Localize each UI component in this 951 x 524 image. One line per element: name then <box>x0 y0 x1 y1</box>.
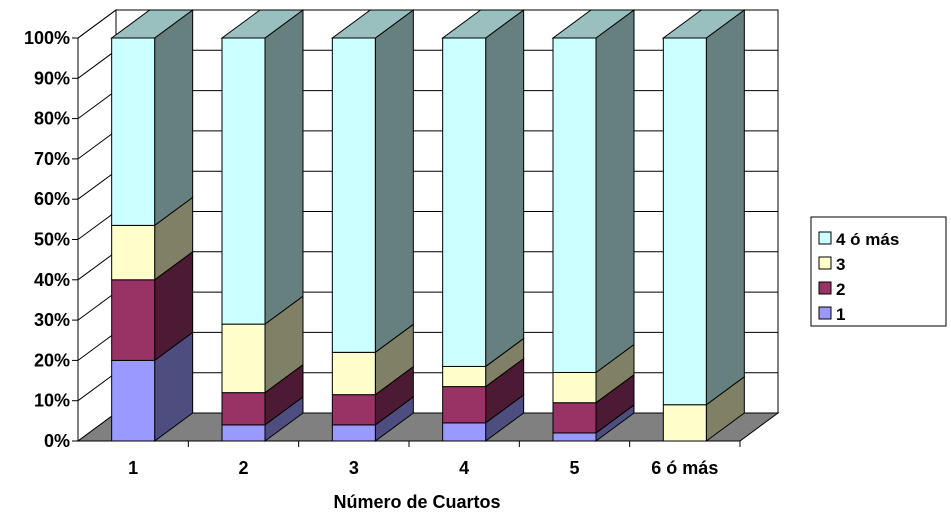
bar-segment-3 <box>552 371 597 404</box>
bar-segment-4-ó-más <box>442 37 487 367</box>
legend-label: 2 <box>836 280 845 299</box>
x-axis-title: Número de Cuartos <box>333 492 500 512</box>
bar-top <box>551 9 636 39</box>
bar-side-4-ó-más <box>374 9 414 354</box>
bar-segment-1 <box>552 432 597 442</box>
legend-swatch <box>818 256 832 270</box>
legend-swatch <box>818 281 832 295</box>
bar-segment-2 <box>442 386 487 424</box>
bar-top <box>441 9 526 39</box>
y-tick-label: 40% <box>34 270 70 290</box>
bar-side-4-ó-más <box>705 9 745 406</box>
bar-segment-1 <box>442 422 487 442</box>
bar-top <box>661 9 746 39</box>
bar-segment-4-ó-más <box>221 37 266 325</box>
bar-top <box>110 9 195 39</box>
bar-segment-3 <box>111 224 156 281</box>
y-tick-label: 20% <box>34 350 70 370</box>
bar-segment-4-ó-más <box>111 37 156 226</box>
y-tick-label: 50% <box>34 230 70 250</box>
legend: 4 ó más 3 2 1 <box>810 216 947 327</box>
x-tick-label: 2 <box>238 458 248 478</box>
y-tick-label: 100% <box>24 28 70 48</box>
y-tick-label: 90% <box>34 68 70 88</box>
y-tick-label: 0% <box>44 431 70 451</box>
y-tick-label: 10% <box>34 391 70 411</box>
x-tick-label: 5 <box>569 458 579 478</box>
y-tick-label: 60% <box>34 189 70 209</box>
x-axis-ticks: 1 2 3 4 5 6 ó más <box>78 440 741 478</box>
bars <box>110 9 746 442</box>
legend-label: 4 ó más <box>836 230 899 249</box>
bar-segment-3 <box>221 323 266 394</box>
bar-segment-4-ó-más <box>331 37 376 353</box>
bar-side-4-ó-más <box>264 9 304 326</box>
legend-box <box>810 216 947 327</box>
legend-label: 1 <box>836 305 845 324</box>
bar-segment-4-ó-más <box>552 37 597 373</box>
bar-top <box>220 9 305 39</box>
bar-top <box>330 9 415 39</box>
gridline <box>77 9 778 39</box>
y-axis-ticks: 0% 10% 20% 30% 40% 50% 60% 70% 80% 90% 100% <box>24 28 79 451</box>
bar-segment-4-ó-más <box>662 37 707 406</box>
bar-segment-1 <box>221 424 266 442</box>
bar-side-4-ó-más <box>595 9 635 374</box>
bar-segment-1 <box>111 359 156 442</box>
y-tick-label: 80% <box>34 109 70 129</box>
legend-swatch <box>818 306 832 320</box>
x-tick-label: 4 <box>459 458 469 478</box>
bar-segment-2 <box>552 402 597 434</box>
y-tick-label: 70% <box>34 149 70 169</box>
bar-segment-3 <box>331 351 376 396</box>
y-tick-label: 30% <box>34 310 70 330</box>
bar-segment-1 <box>331 424 376 442</box>
bar-segment-2 <box>111 279 156 361</box>
bar-segment-2 <box>221 392 266 426</box>
bar-segment-3 <box>662 404 707 442</box>
bar-side-4-ó-más <box>154 9 194 227</box>
bar-segment-2 <box>331 394 376 426</box>
x-tick-label: 6 ó más <box>651 458 718 478</box>
x-tick-label: 3 <box>349 458 359 478</box>
x-tick-label: 1 <box>128 458 138 478</box>
bar-side-4-ó-más <box>485 9 525 368</box>
bar-segment-3 <box>442 365 487 388</box>
legend-swatch <box>818 231 832 245</box>
legend-label: 3 <box>836 255 845 274</box>
